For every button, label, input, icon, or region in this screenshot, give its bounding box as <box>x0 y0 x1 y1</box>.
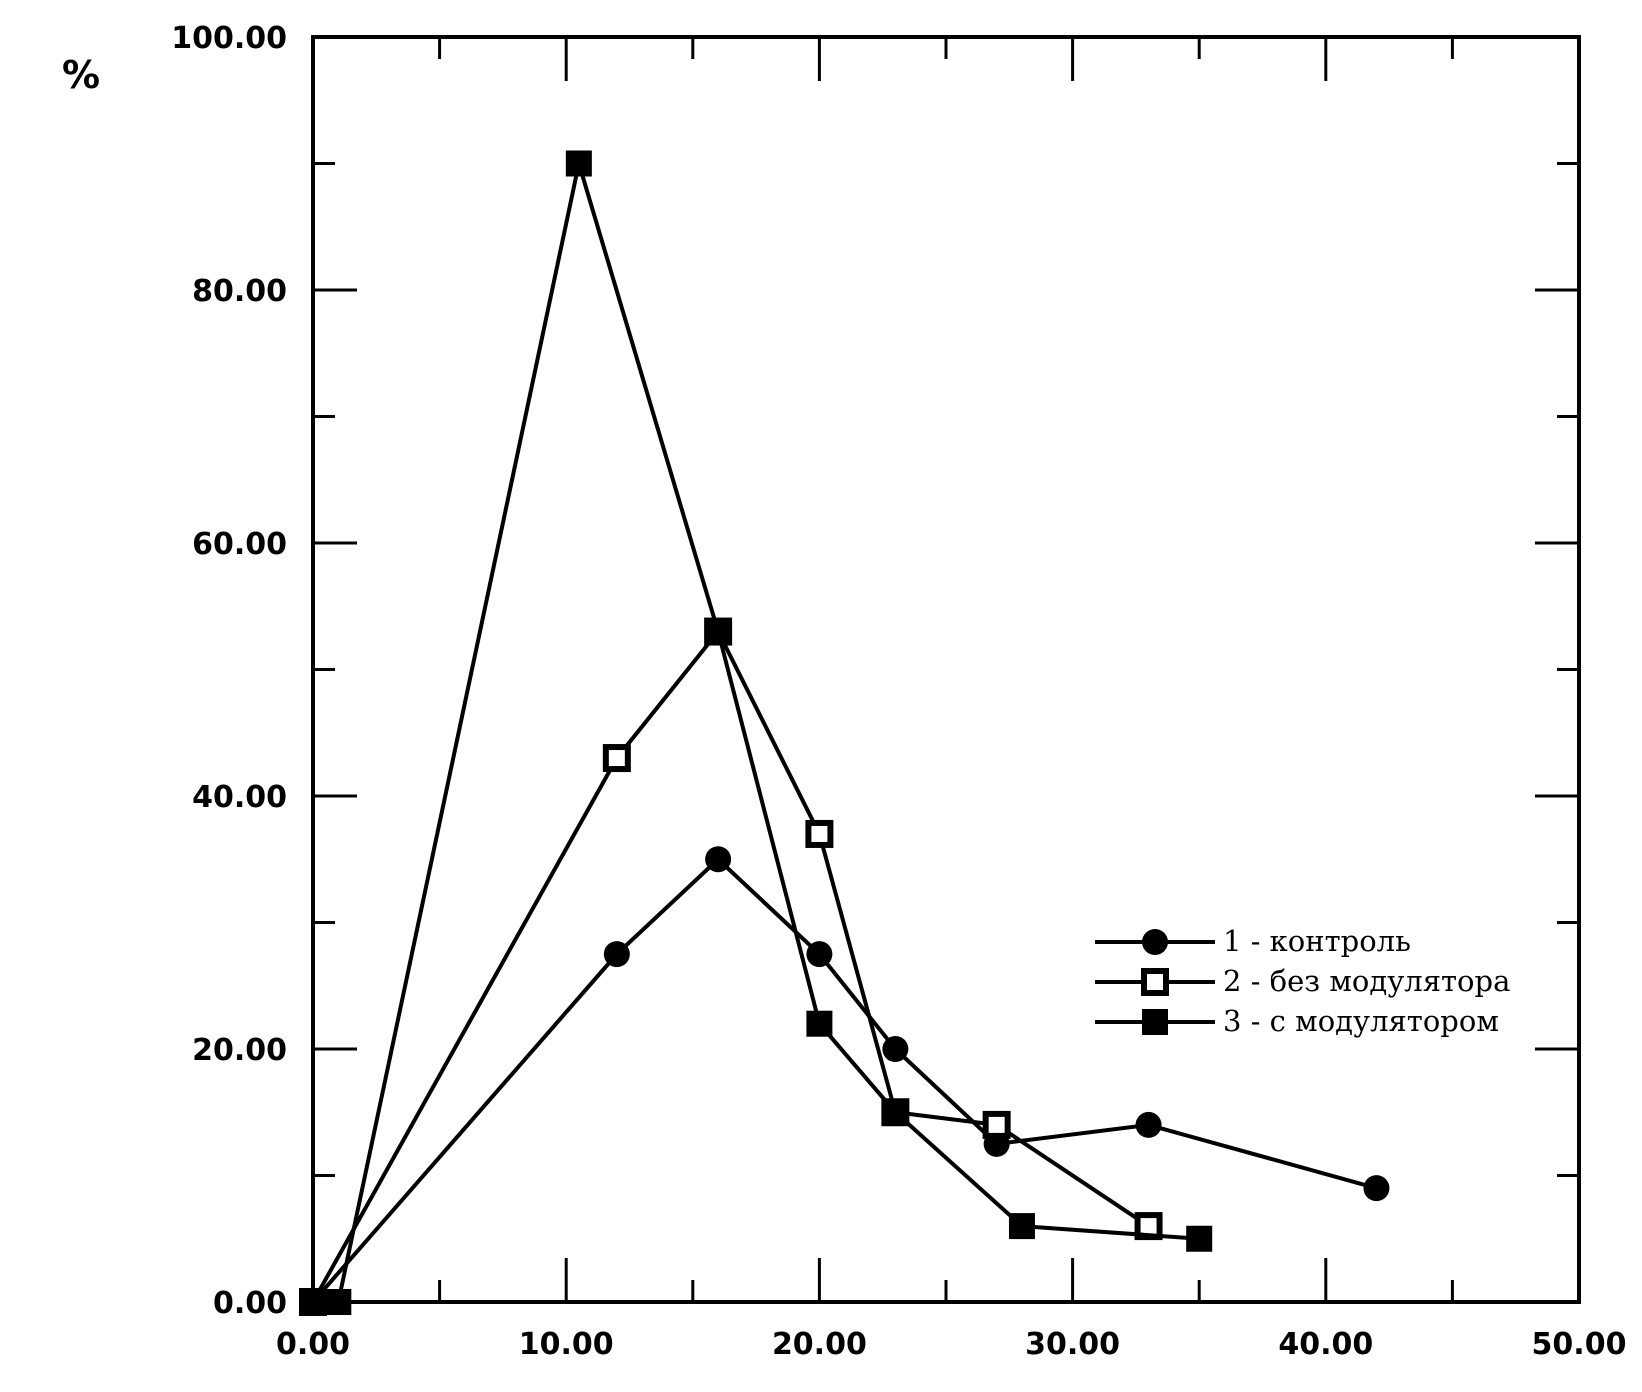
series-layer <box>299 150 1390 1316</box>
data-point <box>806 941 833 968</box>
series-line <box>313 161 1200 1304</box>
series-2 <box>299 617 1163 1316</box>
data-point <box>300 1289 326 1315</box>
legend-item: 1 - контроль <box>1095 924 1411 958</box>
legend-label: 1 - контроль <box>1223 924 1411 958</box>
data-point <box>805 819 834 848</box>
legend-label: 3 - с модулятором <box>1223 1004 1499 1038</box>
x-tick-label: 50.00 <box>1532 1327 1627 1362</box>
legend: 1 - контроль 2 - без модулятора 3 - с моду… <box>1095 924 1510 1038</box>
y-tick-label: 60.00 <box>192 527 287 562</box>
data-point <box>565 150 592 177</box>
series-line <box>311 629 1150 1303</box>
legend-item: 3 - с модулятором <box>1095 1004 1499 1038</box>
y-tick-label: 0.00 <box>213 1286 287 1321</box>
x-tick-label: 20.00 <box>772 1327 867 1362</box>
legend-label: 2 - без модулятора <box>1223 964 1510 998</box>
plot-frame <box>311 35 1581 1304</box>
data-point <box>1142 929 1168 955</box>
x-tick-labels: 0.00 10.00 20.00 30.00 40.00 50.00 <box>276 1327 1626 1362</box>
data-point <box>882 1099 909 1126</box>
data-point <box>1008 1213 1035 1240</box>
data-point <box>603 941 630 968</box>
data-point <box>982 1110 1011 1139</box>
data-point <box>1141 968 1169 996</box>
x-tick-label: 10.00 <box>519 1327 614 1362</box>
y-axis-unit: % <box>62 53 100 97</box>
x-tick-label: 0.00 <box>276 1327 350 1362</box>
x-tick-label: 30.00 <box>1025 1327 1120 1362</box>
y-tick-label: 40.00 <box>192 780 287 815</box>
data-point <box>882 1036 909 1062</box>
y-tick-labels: 0.00 20.00 40.00 60.00 80.00 100.00 <box>171 21 287 1321</box>
data-point <box>1363 1175 1390 1202</box>
data-point <box>1186 1225 1213 1252</box>
data-point <box>705 618 732 645</box>
data-point <box>705 846 732 873</box>
series-line <box>311 857 1377 1304</box>
y-tick-label: 20.00 <box>192 1033 287 1068</box>
data-point <box>806 1010 833 1037</box>
data-point <box>325 1289 352 1315</box>
y-tick-label: 80.00 <box>192 274 287 309</box>
data-point <box>1142 1009 1168 1035</box>
legend-item: 2 - без модулятора <box>1095 964 1510 998</box>
y-tick-label: 100.00 <box>171 21 287 56</box>
data-point <box>602 744 631 773</box>
series-3 <box>300 150 1213 1315</box>
data-point <box>1135 1111 1162 1138</box>
series-1 <box>300 846 1390 1315</box>
x-tick-label: 40.00 <box>1278 1327 1373 1362</box>
axis-ticks <box>311 35 1581 1304</box>
